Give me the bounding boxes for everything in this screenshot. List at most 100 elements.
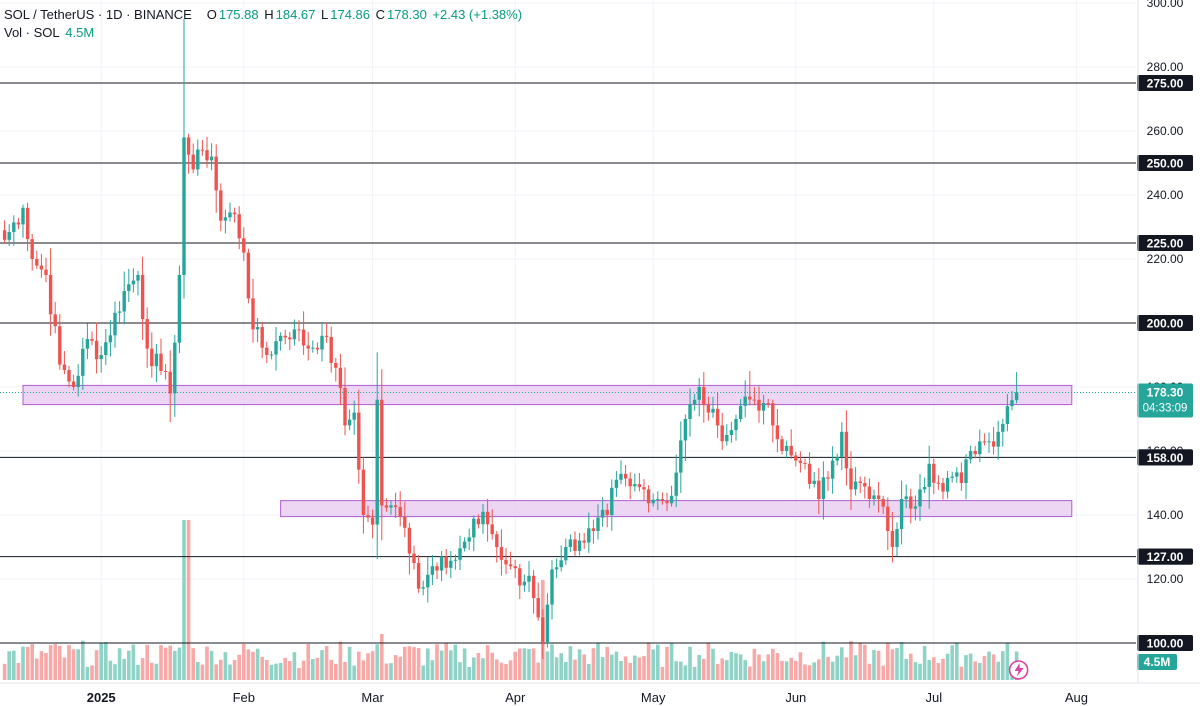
candle-body bbox=[347, 419, 352, 426]
candle-body bbox=[357, 412, 361, 470]
candle-body bbox=[453, 559, 458, 561]
volume-bar bbox=[909, 653, 913, 680]
candle-body bbox=[173, 342, 177, 394]
candle-body bbox=[205, 150, 209, 161]
candle-body bbox=[343, 387, 347, 426]
candle-body bbox=[844, 431, 849, 469]
candle-body bbox=[439, 556, 444, 571]
candle-body bbox=[426, 574, 430, 588]
volume-bar bbox=[683, 665, 688, 680]
volume-bar bbox=[398, 656, 402, 680]
candle-body bbox=[541, 617, 545, 643]
high-value: 184.67 bbox=[275, 7, 316, 22]
volume-bar bbox=[564, 662, 568, 680]
volume-bar bbox=[71, 649, 76, 680]
volume-bar bbox=[619, 661, 623, 680]
volume-bar bbox=[320, 650, 324, 680]
volume-bar bbox=[936, 663, 941, 680]
volume-bar bbox=[278, 662, 283, 680]
volume-bar bbox=[918, 663, 922, 680]
level-badge bbox=[1137, 635, 1193, 651]
volume-bar bbox=[426, 648, 430, 680]
candle-body bbox=[660, 499, 665, 502]
candle-body bbox=[904, 496, 908, 499]
price-tick-label: 300.00 bbox=[1147, 0, 1184, 10]
volume-bar bbox=[324, 646, 329, 680]
candle-body bbox=[288, 337, 292, 340]
volume-bar bbox=[200, 664, 205, 680]
volume-bar bbox=[826, 656, 830, 680]
candle-body bbox=[941, 483, 945, 492]
candle-body bbox=[476, 518, 481, 525]
volume-bar bbox=[927, 660, 931, 680]
candle-body bbox=[876, 495, 881, 499]
volume-bar bbox=[849, 641, 853, 680]
candle-body bbox=[127, 284, 131, 291]
volume-bar bbox=[16, 662, 21, 680]
volume-badge bbox=[1137, 654, 1177, 670]
volume-bar bbox=[743, 660, 747, 680]
volume-bar bbox=[472, 657, 476, 680]
volume-bar bbox=[867, 663, 872, 680]
volume-bar bbox=[835, 655, 839, 680]
level-badge bbox=[1137, 449, 1193, 466]
x-tick-label: May bbox=[641, 690, 666, 705]
candle-body bbox=[642, 487, 646, 490]
volume-bar bbox=[76, 649, 80, 680]
open-value: 175.88 bbox=[218, 7, 259, 22]
candle-body bbox=[81, 348, 85, 376]
candle-body bbox=[393, 505, 398, 508]
volume-bar bbox=[734, 653, 738, 680]
candle-body bbox=[945, 477, 950, 492]
volume-bar bbox=[168, 645, 172, 680]
volume-bar bbox=[458, 662, 462, 680]
candle-body bbox=[959, 472, 964, 483]
candle-body bbox=[840, 431, 844, 457]
candle-body bbox=[297, 329, 301, 331]
volume-bar bbox=[173, 650, 177, 680]
candle-body bbox=[435, 566, 439, 571]
volume-bar bbox=[412, 647, 416, 680]
volume-bar bbox=[232, 660, 237, 680]
candle-body bbox=[780, 439, 784, 451]
volume-bar bbox=[35, 658, 39, 680]
x-tick-label: Aug bbox=[1065, 690, 1088, 705]
volume-bar bbox=[913, 662, 918, 680]
volume-bar bbox=[941, 658, 945, 680]
volume-bar bbox=[669, 642, 674, 680]
volume-badge-label: 4.5M bbox=[1144, 655, 1171, 669]
candle-body bbox=[826, 477, 830, 479]
support-zone-1 bbox=[22, 384, 1073, 406]
candle-body bbox=[421, 587, 425, 589]
volume-bars bbox=[2, 520, 1019, 680]
volume-bar bbox=[177, 647, 182, 680]
volume-bar bbox=[435, 644, 439, 680]
volume-bar bbox=[334, 663, 338, 680]
volume-bar bbox=[370, 651, 375, 680]
candle-body bbox=[67, 370, 71, 382]
candle-body bbox=[481, 511, 485, 525]
change-value: +2.43 (+1.38%) bbox=[432, 7, 523, 22]
volume-bar bbox=[430, 660, 435, 680]
candle-body bbox=[329, 336, 333, 363]
volume-bar bbox=[439, 650, 444, 680]
volume-bar bbox=[99, 643, 103, 680]
candle-body bbox=[163, 371, 168, 372]
volume-bar bbox=[150, 662, 154, 680]
candles bbox=[2, 19, 1019, 659]
candle-body bbox=[559, 560, 563, 568]
volume-bar bbox=[646, 642, 651, 680]
volume-bar bbox=[545, 651, 550, 680]
candle-body bbox=[76, 375, 80, 387]
candle-body bbox=[651, 499, 655, 504]
candle-body bbox=[200, 149, 205, 151]
volume-bar bbox=[301, 660, 306, 680]
candle-body bbox=[136, 275, 140, 281]
volume-bar bbox=[522, 648, 527, 680]
volume-bar bbox=[12, 650, 16, 680]
candle-body bbox=[987, 441, 991, 443]
level-badge-label: 250.00 bbox=[1147, 157, 1184, 171]
candle-body bbox=[255, 327, 260, 330]
